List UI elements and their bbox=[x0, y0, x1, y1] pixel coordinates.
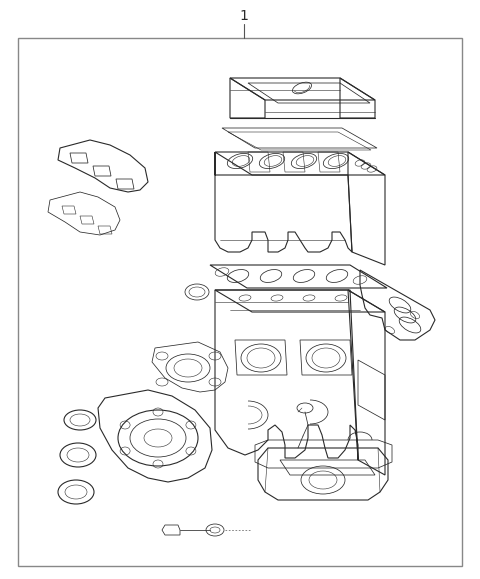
Text: 1: 1 bbox=[240, 9, 249, 23]
